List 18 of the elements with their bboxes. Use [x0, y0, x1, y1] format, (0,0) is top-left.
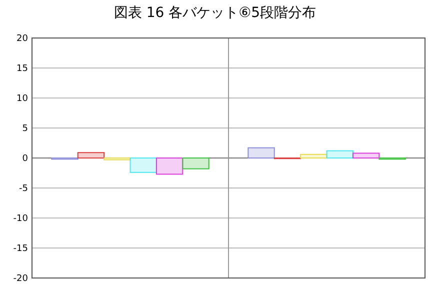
y-tick-label: 15: [16, 64, 28, 74]
y-tick-label: -5: [19, 184, 28, 194]
bar: [326, 150, 354, 158]
y-tick-label: -20: [13, 274, 28, 284]
bar: [77, 152, 105, 158]
chart-title: 図表 16 各バケット⑥5段階分布: [114, 5, 316, 21]
y-tick-label: 5: [22, 124, 28, 134]
y-tick-label: 0: [22, 154, 28, 164]
bar: [130, 158, 157, 173]
bar: [352, 152, 380, 158]
bar: [300, 154, 328, 158]
bar: [156, 158, 184, 175]
y-tick-label: 20: [16, 34, 28, 44]
y-tick-label: -15: [13, 244, 28, 254]
y-tick-label: -10: [13, 214, 28, 224]
bar: [248, 147, 275, 158]
y-tick-label: 10: [16, 94, 28, 104]
bar: [182, 158, 210, 170]
